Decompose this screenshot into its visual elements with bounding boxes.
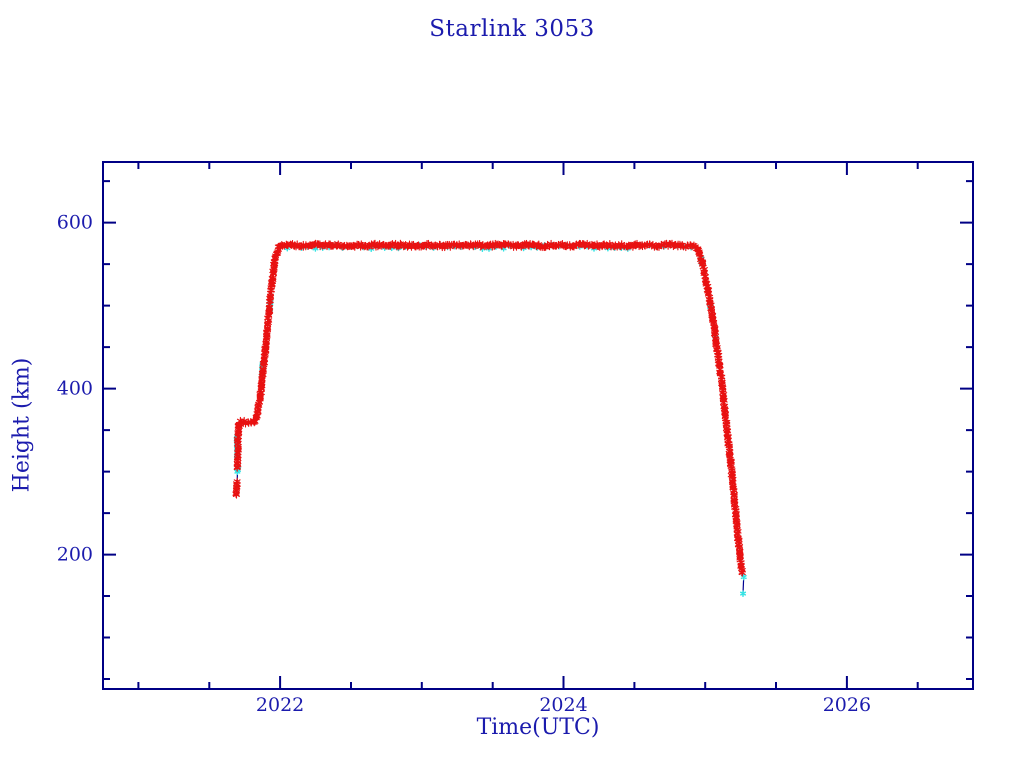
x-tick-label: 2024	[539, 694, 587, 716]
y-axis-title: Height (km)	[9, 357, 35, 493]
axis-ticks	[103, 162, 973, 689]
y-tick-label: 400	[57, 378, 93, 400]
x-axis-title: Time(UTC)	[476, 715, 600, 740]
chart-title: Starlink 3053	[429, 16, 595, 42]
trend-line	[235, 245, 745, 594]
plot-frame	[102, 161, 974, 690]
x-tick-label: 2022	[256, 694, 304, 716]
y-tick-label: 200	[57, 544, 93, 566]
x-tick-label: 2026	[823, 694, 871, 716]
y-tick-label: 600	[57, 212, 93, 234]
height-track-cyan-markers	[233, 241, 747, 597]
height-track-red-markers	[232, 239, 746, 577]
